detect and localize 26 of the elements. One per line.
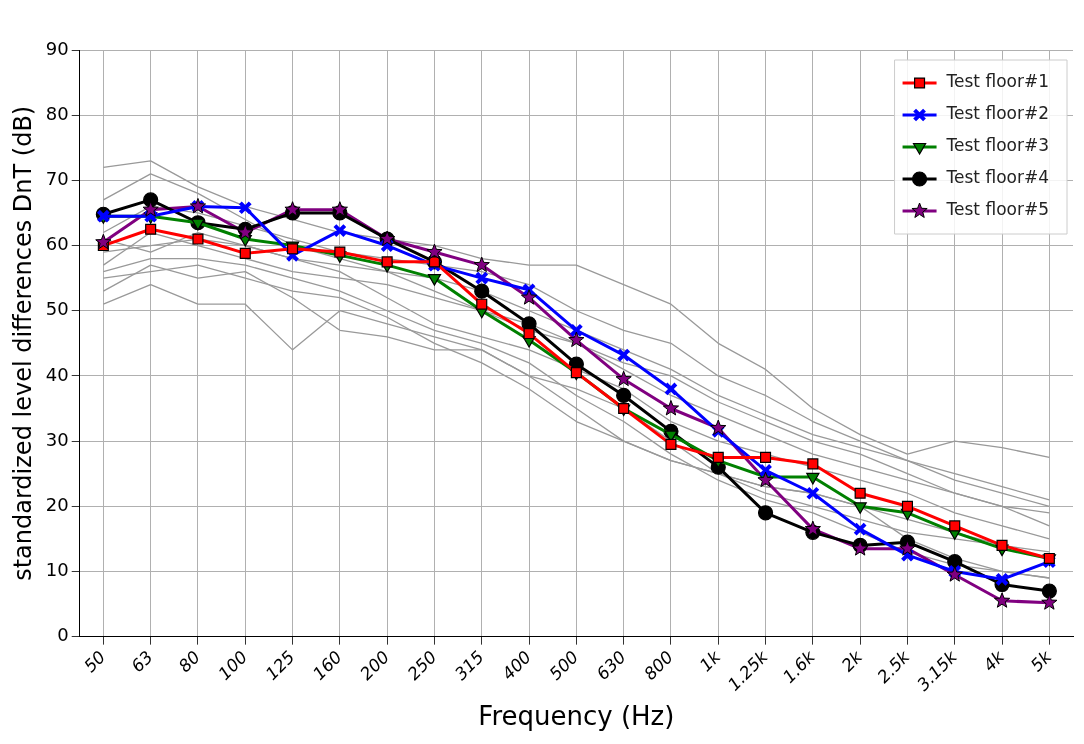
y-tick-label: 50 <box>45 298 69 320</box>
legend-label: Test floor#5 <box>945 199 1050 220</box>
y-tick-label: 60 <box>45 233 69 255</box>
x-tick-label: 80 <box>174 646 204 677</box>
y-tick-label: 70 <box>45 168 69 190</box>
legend-label: Test floor#4 <box>945 167 1050 188</box>
y-tick-label: 80 <box>45 102 69 124</box>
y-axis-title: standardized level differences DnT (dB) <box>8 105 37 581</box>
y-tick-label: 0 <box>57 624 69 646</box>
legend-label: Test floor#1 <box>945 71 1050 92</box>
x-tick-label: 5k <box>1026 645 1057 676</box>
x-tick-label: 63 <box>127 646 157 677</box>
y-tick-label: 10 <box>45 559 69 581</box>
y-tick-label: 40 <box>45 363 69 385</box>
y-tick-label: 30 <box>45 428 69 450</box>
x-tick-label: 630 <box>592 646 630 684</box>
x-tick-label: 1k <box>695 645 726 676</box>
x-tick-label: 400 <box>497 646 536 684</box>
legend-label: Test floor#3 <box>945 135 1050 156</box>
x-tick-label: 2k <box>837 645 867 676</box>
legend-label: Test floor#2 <box>945 103 1050 124</box>
y-tick-label: 90 <box>45 37 69 59</box>
x-axis-title: Frequency (Hz) <box>478 701 675 732</box>
x-tick-label: 50 <box>79 646 110 677</box>
x-tick-label: 4k <box>979 645 1009 676</box>
y-tick-label: 20 <box>45 493 69 515</box>
